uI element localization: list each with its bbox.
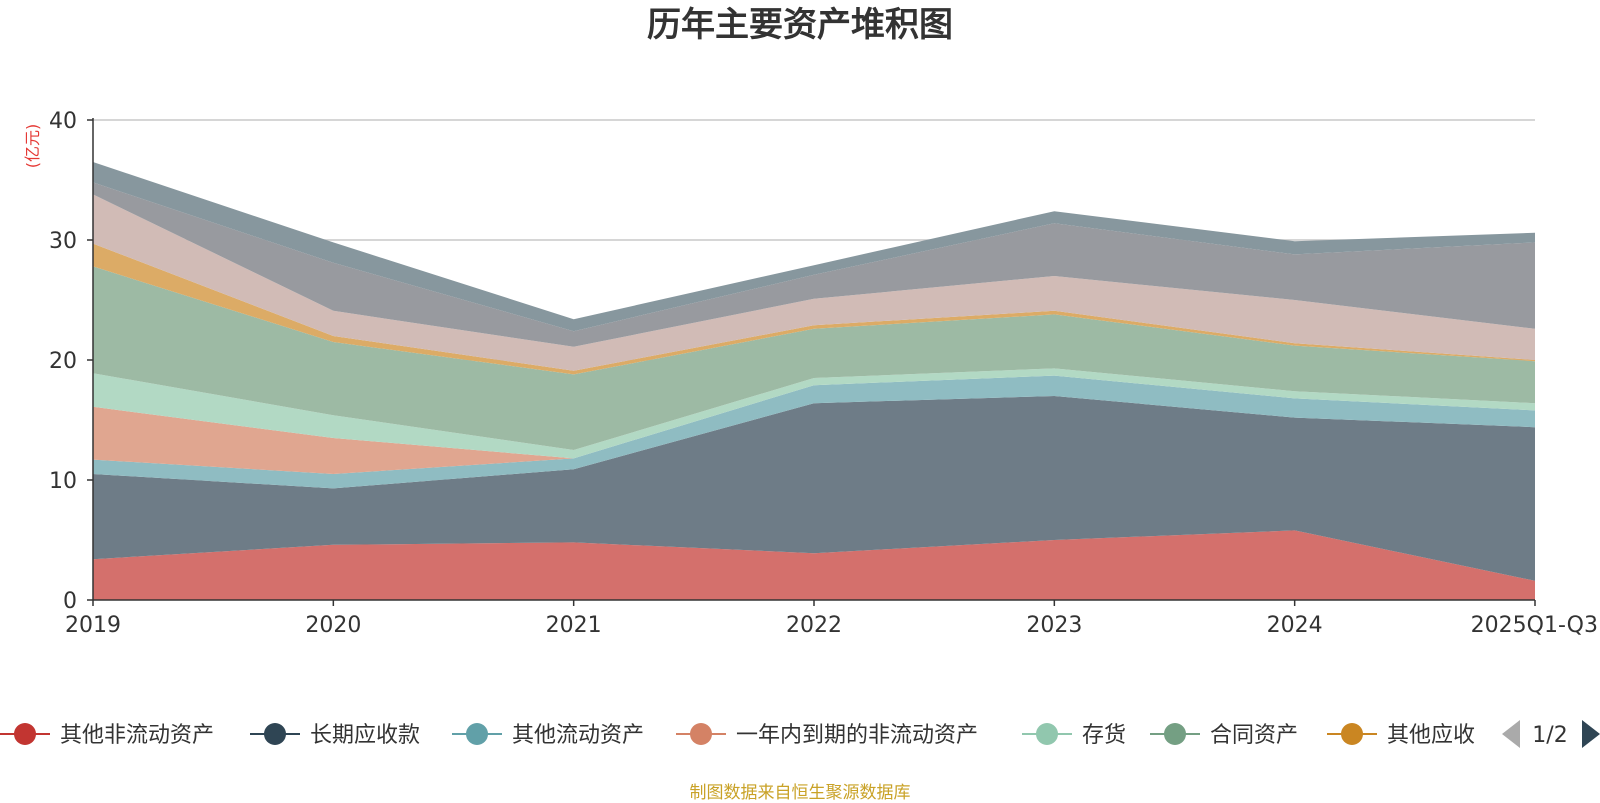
x-tick-label: 2024 (1267, 613, 1323, 638)
legend-prev-icon[interactable] (1502, 720, 1520, 748)
area-series (93, 266, 1535, 450)
y-tick-label: 0 (63, 589, 77, 614)
area-series (93, 375, 1535, 474)
legend-marker (1164, 723, 1186, 745)
area-layers (93, 162, 1535, 600)
legend-marker (690, 723, 712, 745)
x-tick-label: 2019 (65, 613, 121, 638)
legend-item[interactable]: 其他应收 (1327, 723, 1475, 748)
source-footer: 制图数据来自恒生聚源数据库 (689, 783, 911, 803)
legend-label: 其他流动资产 (512, 723, 644, 748)
x-tick-label: 2020 (305, 613, 361, 638)
area-series (93, 182, 1535, 347)
legend-item[interactable]: 长期应收款 (250, 723, 420, 748)
x-tick-label: 2021 (546, 613, 602, 638)
legend-label: 其他应收 (1387, 723, 1475, 748)
legend-label: 合同资产 (1210, 723, 1298, 748)
area-series (93, 162, 1535, 332)
x-tick-label: 2023 (1026, 613, 1082, 638)
legend-marker (1036, 723, 1058, 745)
area-series (93, 375, 1535, 489)
legend-item[interactable]: 一年内到期的非流动资产 (676, 723, 978, 748)
legend-label: 长期应收款 (310, 723, 420, 748)
legend-page-indicator: 1/2 (1532, 723, 1567, 748)
x-tick-label: 2025Q1-Q3 (1471, 613, 1598, 638)
chart-title: 历年主要资产堆积图 (647, 5, 953, 45)
y-tick-label: 20 (49, 349, 77, 374)
legend-label: 存货 (1082, 723, 1126, 748)
legend-item[interactable]: 存货 (1022, 723, 1126, 748)
axes: 0 10 20 30 40 2019 2020 2021 2022 2023 2024 2025Q1-… (49, 109, 1598, 638)
legend-label: 一年内到期的非流动资产 (736, 723, 978, 748)
legend: 其他非流动资产 长期应收款 其他流动资产 一年内到期的非流动资产 存货 合同资产 其他应收 1… (0, 720, 1600, 748)
legend-item[interactable]: 其他非流动资产 (0, 723, 214, 748)
legend-marker (1341, 723, 1363, 745)
legend-item[interactable]: 其他流动资产 (452, 723, 644, 748)
legend-marker (264, 723, 286, 745)
legend-item[interactable]: 合同资产 (1150, 723, 1298, 748)
y-axis-label: (亿元) (23, 124, 42, 169)
area-series (93, 396, 1535, 581)
legend-marker (466, 723, 488, 745)
legend-label: 其他非流动资产 (60, 723, 214, 748)
legend-marker (14, 723, 36, 745)
y-tick-label: 30 (49, 229, 77, 254)
x-tick-label: 2022 (786, 613, 842, 638)
area-series (93, 368, 1535, 459)
area-series (93, 530, 1535, 600)
y-tick-label: 40 (49, 109, 77, 134)
y-tick-label: 10 (49, 469, 77, 494)
area-series (93, 194, 1535, 371)
legend-next-icon[interactable] (1582, 720, 1600, 748)
